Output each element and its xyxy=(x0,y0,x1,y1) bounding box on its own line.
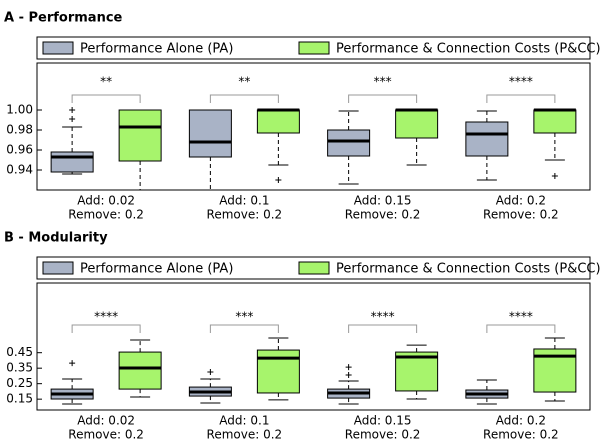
significance-bracket xyxy=(348,94,418,103)
x-tick-label: Add: 0.1 xyxy=(219,194,269,208)
box xyxy=(118,351,162,390)
y-tick-label: 0.94 xyxy=(6,163,33,177)
significance-bracket xyxy=(486,94,556,103)
x-tick-label: Remove: 0.2 xyxy=(483,428,559,442)
outlier xyxy=(275,177,282,183)
significance-label: **** xyxy=(371,310,395,324)
box xyxy=(118,109,162,162)
box xyxy=(395,351,439,392)
legend-label: Performance & Connection Costs (P&CC) xyxy=(336,42,600,57)
x-tick-label: Add: 0.15 xyxy=(354,194,412,208)
outlier xyxy=(207,369,214,376)
outlier xyxy=(345,371,352,378)
x-tick-label: Add: 0.2 xyxy=(496,414,546,428)
x-tick-label: Remove: 0.2 xyxy=(483,208,559,222)
significance-label: ** xyxy=(100,75,112,89)
y-tick-label: 0.45 xyxy=(6,345,33,359)
significance-label: **** xyxy=(94,310,118,324)
x-tick-label: Remove: 0.2 xyxy=(68,428,144,442)
significance-label: **** xyxy=(509,75,533,89)
significance-bracket xyxy=(71,94,141,103)
outlier xyxy=(69,360,76,367)
significance-label: *** xyxy=(235,310,253,324)
x-tick-label: Remove: 0.2 xyxy=(345,208,421,222)
x-tick-label: Remove: 0.2 xyxy=(345,428,421,442)
outlier xyxy=(551,173,558,179)
significance-bracket xyxy=(71,324,141,333)
box xyxy=(395,109,439,139)
legend-swatch xyxy=(42,261,74,275)
y-tick-label: 0.98 xyxy=(6,123,33,137)
outlier xyxy=(345,364,352,371)
panel-title: B - Modularity xyxy=(4,231,108,246)
x-tick-label: Remove: 0.2 xyxy=(207,428,283,442)
box xyxy=(188,109,232,158)
x-tick-label: Remove: 0.2 xyxy=(68,208,144,222)
significance-bracket xyxy=(209,324,279,333)
significance-label: ** xyxy=(238,75,250,89)
significance-bracket xyxy=(486,324,556,333)
significance-bracket xyxy=(209,94,279,103)
x-tick-label: Add: 0.1 xyxy=(219,414,269,428)
x-tick-label: Add: 0.02 xyxy=(77,194,135,208)
box xyxy=(465,121,509,157)
legend-label: Performance Alone (PA) xyxy=(80,262,233,277)
plot-frame xyxy=(36,62,591,191)
box xyxy=(533,109,577,134)
legend-swatch xyxy=(298,261,330,275)
y-tick-label: 0.35 xyxy=(6,361,33,375)
plot-frame xyxy=(36,282,591,411)
x-tick-label: Remove: 0.2 xyxy=(207,208,283,222)
legend-label: Performance & Connection Costs (P&CC) xyxy=(336,262,600,277)
y-tick-label: 0.15 xyxy=(6,392,33,406)
y-tick-label: 0.96 xyxy=(6,143,33,157)
box xyxy=(256,349,300,394)
legend-label: Performance Alone (PA) xyxy=(80,42,233,57)
significance-label: **** xyxy=(509,310,533,324)
box xyxy=(50,151,94,173)
legend-swatch xyxy=(298,41,330,55)
x-tick-label: Add: 0.15 xyxy=(354,414,412,428)
x-tick-label: Add: 0.2 xyxy=(496,194,546,208)
box xyxy=(327,129,371,157)
outlier xyxy=(69,116,76,122)
outlier xyxy=(69,107,76,113)
panel-title: A - Performance xyxy=(4,11,123,26)
y-tick-label: 1.00 xyxy=(6,103,33,117)
significance-label: *** xyxy=(374,75,392,89)
x-tick-label: Add: 0.02 xyxy=(77,414,135,428)
box xyxy=(256,109,300,134)
y-tick-label: 0.25 xyxy=(6,376,33,390)
legend-swatch xyxy=(42,41,74,55)
significance-bracket xyxy=(348,324,418,333)
